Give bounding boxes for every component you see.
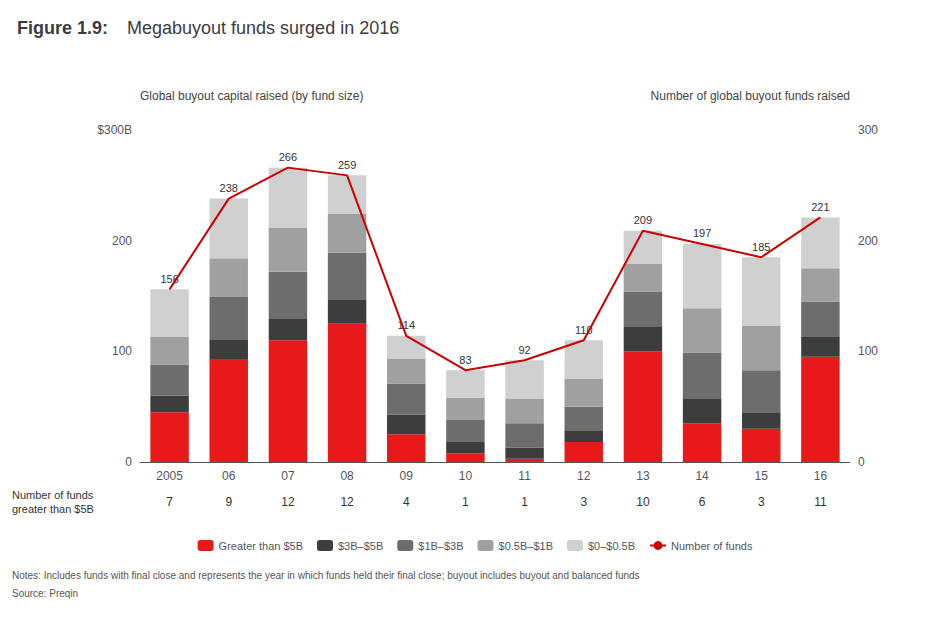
svg-text:266: 266	[279, 151, 297, 163]
svg-text:300: 300	[858, 123, 878, 137]
svg-text:209: 209	[634, 214, 652, 226]
svg-text:06: 06	[222, 469, 236, 483]
svg-text:10: 10	[636, 495, 650, 509]
svg-text:6: 6	[699, 495, 706, 509]
svg-text:12: 12	[340, 495, 354, 509]
svg-text:185: 185	[752, 241, 770, 253]
svg-text:Number of funds: Number of funds	[671, 540, 753, 552]
svg-text:07: 07	[281, 469, 295, 483]
svg-text:114: 114	[397, 319, 415, 332]
svg-text:156: 156	[160, 272, 179, 285]
svg-text:13: 13	[636, 469, 650, 483]
svg-text:Notes: Includes funds with fin: Notes: Includes funds with final close a…	[12, 570, 640, 581]
svg-text:12: 12	[577, 469, 591, 483]
svg-text:3: 3	[580, 495, 587, 509]
svg-text:1: 1	[462, 495, 469, 509]
svg-text:2005: 2005	[156, 469, 183, 483]
svg-text:11: 11	[518, 469, 531, 483]
svg-text:Number of global buyout funds: Number of global buyout funds raised	[651, 89, 850, 103]
svg-text:16: 16	[814, 469, 828, 483]
svg-text:15: 15	[755, 469, 769, 483]
svg-text:Greater than $5B: Greater than $5B	[219, 540, 303, 552]
svg-text:238: 238	[220, 182, 238, 194]
svg-text:Megabuyout funds surged in 201: Megabuyout funds surged in 2016	[127, 18, 399, 38]
svg-text:0: 0	[858, 455, 865, 469]
svg-text:$1B–$3B: $1B–$3B	[418, 540, 463, 552]
svg-text:100: 100	[112, 344, 132, 358]
svg-text:83: 83	[459, 354, 471, 366]
svg-text:Source: Preqin: Source: Preqin	[12, 588, 78, 599]
svg-text:200: 200	[858, 234, 878, 248]
svg-text:100: 100	[858, 344, 878, 358]
svg-text:92: 92	[518, 344, 530, 356]
svg-text:7: 7	[166, 495, 173, 509]
svg-text:1: 1	[521, 495, 528, 509]
svg-text:197: 197	[693, 227, 711, 239]
svg-text:09: 09	[400, 469, 414, 483]
svg-text:Figure 1.9:: Figure 1.9:	[17, 18, 108, 38]
svg-text:10: 10	[459, 469, 473, 483]
svg-text:$0.5B–$1B: $0.5B–$1B	[499, 540, 553, 552]
svg-text:14: 14	[695, 469, 709, 483]
svg-text:12: 12	[281, 495, 295, 509]
svg-text:11: 11	[814, 495, 827, 509]
svg-text:0: 0	[125, 455, 132, 469]
svg-text:9: 9	[225, 495, 232, 509]
svg-text:$300B: $300B	[97, 123, 132, 137]
svg-text:259: 259	[338, 159, 356, 171]
svg-text:Global buyout capital raised (: Global buyout capital raised (by fund si…	[140, 89, 363, 103]
svg-text:4: 4	[403, 495, 410, 509]
svg-text:$3B–$5B: $3B–$5B	[338, 540, 383, 552]
svg-text:$0–$0.5B: $0–$0.5B	[588, 540, 635, 552]
svg-text:110: 110	[575, 323, 593, 336]
svg-text:200: 200	[112, 234, 132, 248]
svg-text:08: 08	[340, 469, 354, 483]
svg-text:Number of funds: Number of funds	[12, 489, 94, 501]
svg-text:221: 221	[811, 201, 829, 213]
svg-text:greater than $5B: greater than $5B	[12, 503, 94, 515]
svg-text:3: 3	[758, 495, 765, 509]
